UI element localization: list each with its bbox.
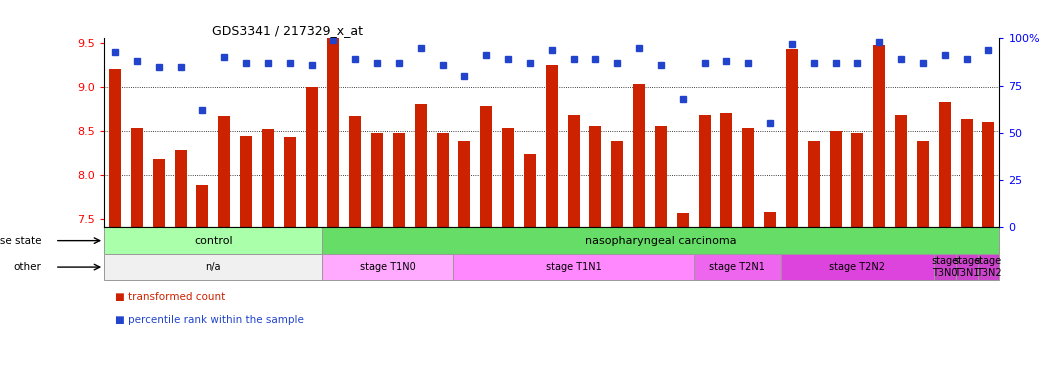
Bar [808,141,819,227]
Text: stage
T3N2: stage T3N2 [974,256,1002,278]
Bar [567,115,580,227]
Bar [323,254,454,280]
Bar [781,254,934,280]
Text: control: control [194,236,232,246]
Bar [934,254,956,280]
Bar [895,115,907,227]
Bar [611,141,624,227]
Bar [219,116,230,227]
Text: stage T2N1: stage T2N1 [709,262,765,272]
Bar [371,133,383,227]
Bar [109,69,121,227]
Text: GDS3341 / 217329_x_at: GDS3341 / 217329_x_at [211,24,362,37]
Text: stage T1N1: stage T1N1 [545,262,602,272]
Bar [742,128,755,227]
Bar [480,106,492,227]
Text: stage
T3N0: stage T3N0 [932,256,959,278]
Text: stage
T3N1: stage T3N1 [954,256,981,278]
Bar [104,227,323,254]
Bar [917,141,929,227]
Bar [677,214,689,227]
Bar [240,136,252,227]
Bar [961,119,972,227]
Text: disease state: disease state [0,236,42,246]
Bar [104,254,323,280]
Bar [392,133,405,227]
Bar [524,154,536,227]
Bar [262,129,274,227]
Bar [349,116,361,227]
Bar [197,185,208,227]
Bar [956,254,977,280]
Text: other: other [14,262,42,272]
Bar [175,150,186,227]
Bar [454,254,693,280]
Bar [720,113,733,227]
Bar [458,141,471,227]
Bar [153,159,164,227]
Text: nasopharyngeal carcinoma: nasopharyngeal carcinoma [585,236,737,246]
Bar [436,133,449,227]
Bar [414,104,427,227]
Text: stage T1N0: stage T1N0 [360,262,415,272]
Bar [545,65,558,227]
Bar [939,102,950,227]
Bar [693,254,781,280]
Bar [589,126,602,227]
Bar [977,254,999,280]
Text: ■ percentile rank within the sample: ■ percentile rank within the sample [115,315,303,325]
Bar [131,128,143,227]
Bar [830,131,841,227]
Bar [764,212,777,227]
Bar [327,18,339,227]
Bar [633,84,645,227]
Bar [306,87,318,227]
Bar [852,133,863,227]
Bar [699,115,711,227]
Bar [873,45,885,227]
Bar [655,126,667,227]
Bar [983,122,994,227]
Bar [323,227,999,254]
Bar [284,137,296,227]
Bar [786,49,797,227]
Text: stage T2N2: stage T2N2 [830,262,886,272]
Bar [502,128,514,227]
Text: ■ transformed count: ■ transformed count [115,292,225,302]
Text: n/a: n/a [205,262,221,272]
